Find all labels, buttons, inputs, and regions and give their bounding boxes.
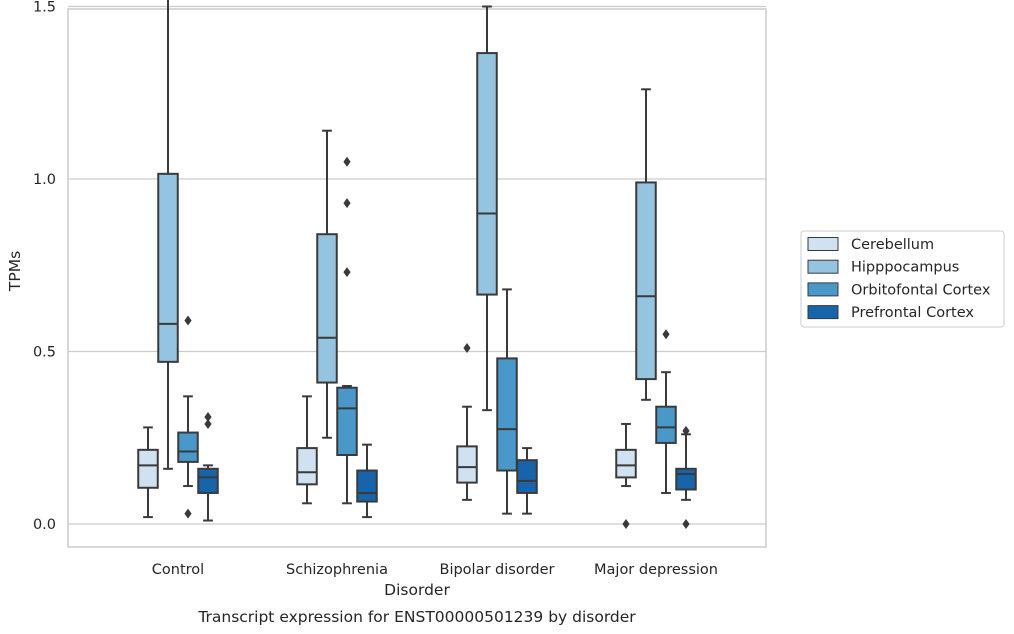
box-prefrontal-cortex [675, 425, 697, 529]
box-cerebellum [456, 343, 478, 501]
box-iqr [137, 448, 159, 489]
box-iqr [197, 467, 219, 494]
box-iqr [635, 181, 657, 381]
y-tick-label: 1.5 [33, 0, 56, 16]
box-orbitofontal-cortex [496, 288, 518, 515]
box-iqr [316, 233, 338, 384]
outlier-point [343, 198, 351, 209]
box-iqr [456, 445, 478, 484]
box-cerebellum [615, 422, 637, 529]
box-iqr [615, 448, 637, 479]
box-iqr [655, 405, 677, 444]
box-prefrontal-cortex [356, 443, 378, 519]
boxes [137, 0, 697, 529]
x-tick-labels: Control Schizophrenia Bipolar disorder Majo… [152, 562, 718, 578]
legend-swatch [807, 237, 839, 251]
box-iqr [296, 447, 318, 486]
x-tick-label: Control [152, 562, 204, 578]
y-tick-label: 1.0 [33, 172, 56, 188]
box-iqr [177, 431, 199, 463]
outlier-point [622, 519, 630, 529]
box-hipppocampus [476, 5, 498, 412]
outlier-point [343, 156, 351, 167]
y-tick-label: 0.0 [33, 517, 56, 533]
box-iqr [496, 357, 518, 472]
outlier-point [682, 519, 690, 529]
outlier-point [662, 329, 670, 340]
x-tick-label: Bipolar disorder [440, 562, 555, 578]
legend-swatch [807, 282, 839, 297]
outlier-point [204, 418, 212, 429]
legend-label: Cerebellum [851, 237, 934, 253]
outlier-point [682, 425, 690, 436]
box-iqr [157, 172, 179, 363]
gridlines [68, 5, 766, 525]
box-orbitofontal-cortex [177, 315, 199, 519]
box-iqr [476, 52, 498, 296]
box-orbitofontal-cortex [655, 329, 677, 494]
box-iqr [675, 467, 697, 491]
y-axis-label: TPMs [6, 251, 24, 292]
outlier-point [343, 267, 351, 278]
legend-label: Orbitofontal Cortex [851, 282, 991, 298]
legend: Cerebellum Hipppocampus Orbitofontal Corte… [800, 230, 1005, 328]
y-tick-label: 0.5 [33, 345, 56, 361]
box-cerebellum [137, 426, 159, 519]
outlier-point [184, 315, 192, 326]
outlier-point [204, 412, 212, 423]
plot-area-frame [67, 8, 767, 548]
box-cerebellum [296, 395, 318, 505]
box-iqr [516, 459, 538, 494]
box-iqr [336, 386, 358, 457]
y-tick-labels: 0.00.51.01.52.02.5 [33, 0, 56, 533]
box-hipppocampus [316, 129, 338, 439]
box-hipppocampus [635, 88, 657, 401]
legend-label: Hipppocampus [851, 260, 959, 276]
box-orbitofontal-cortex [336, 156, 358, 505]
box-prefrontal-cortex [197, 412, 219, 522]
box-hipppocampus [157, 0, 179, 470]
x-tick-label: Major depression [594, 562, 718, 578]
chart-caption: Transcript expression for ENST0000050123… [197, 608, 636, 626]
legend-swatch [807, 305, 839, 320]
box-iqr [356, 469, 378, 503]
legend-swatch [807, 259, 839, 274]
x-axis-label: Disorder [384, 581, 450, 599]
x-tick-label: Schizophrenia [286, 562, 388, 578]
legend-frame [800, 230, 1005, 328]
box-prefrontal-cortex [516, 447, 538, 515]
outlier-point [184, 508, 192, 519]
legend-label: Prefrontal Cortex [851, 305, 974, 321]
outlier-point [463, 343, 471, 354]
